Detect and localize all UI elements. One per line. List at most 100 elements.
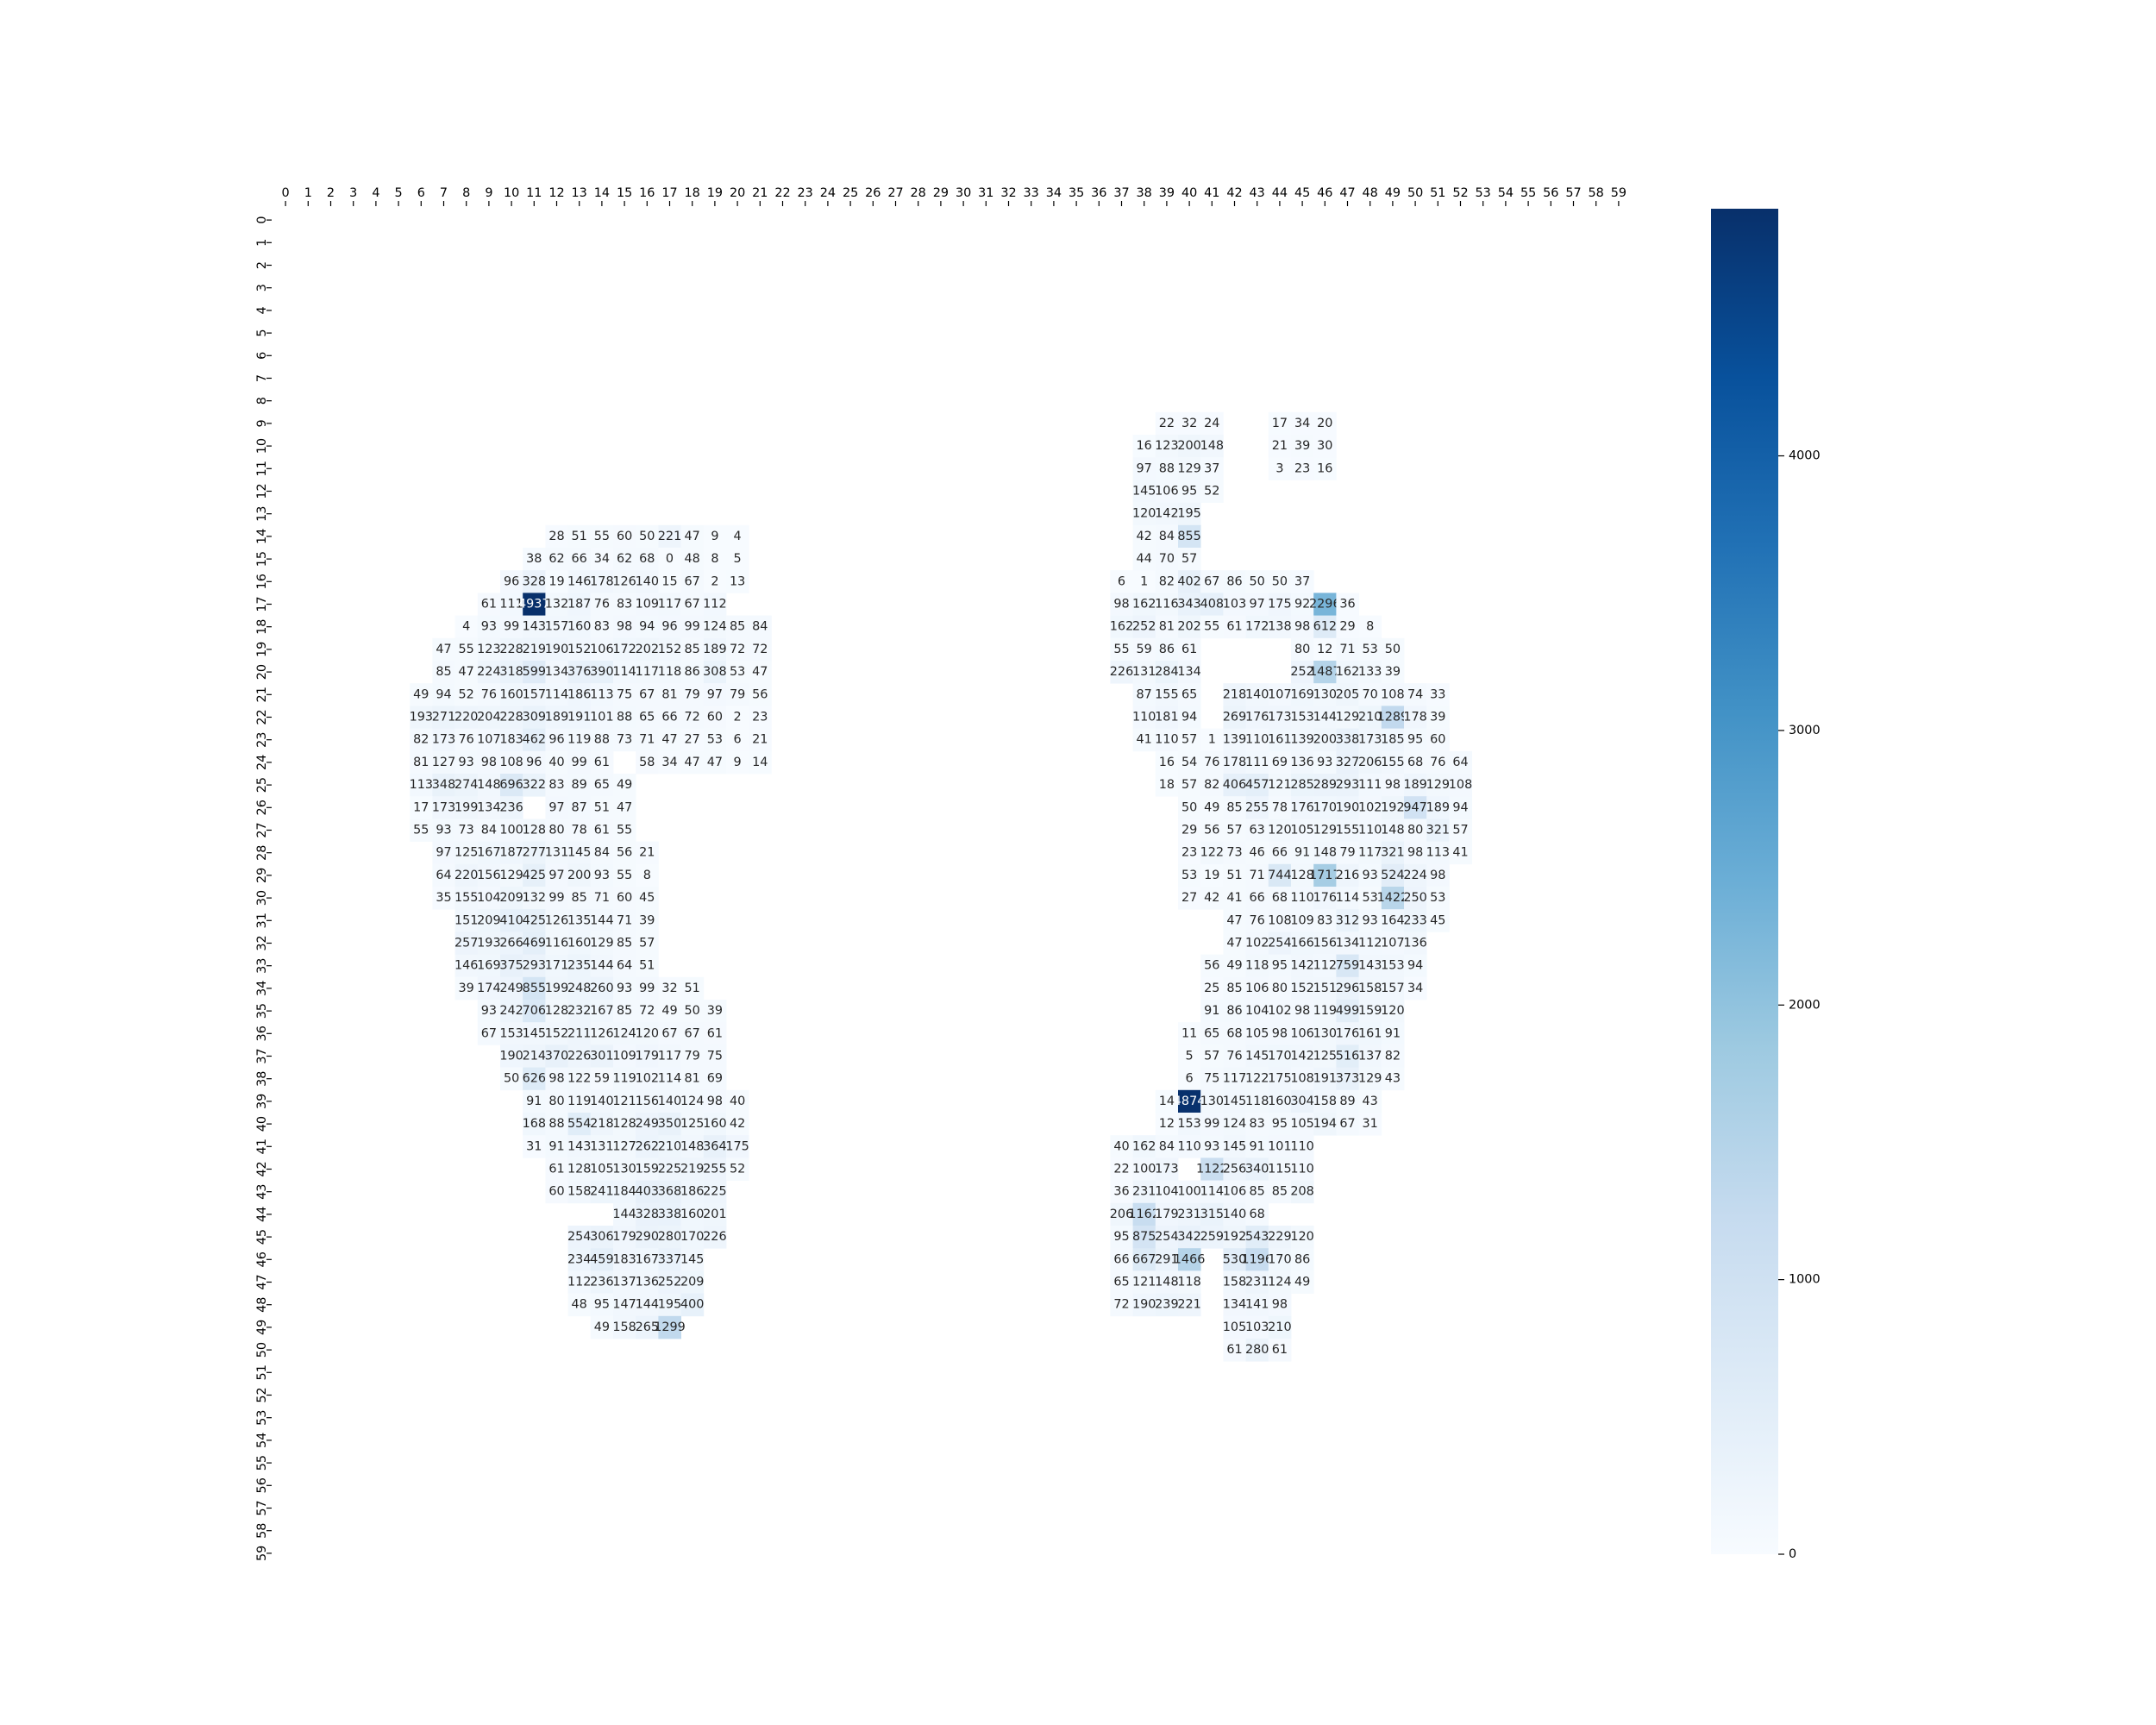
cell-value-label: 110 <box>1290 891 1313 905</box>
cell-value-label: 85 <box>436 665 451 679</box>
heatmap-cell <box>613 841 636 865</box>
cell-value-label: 328 <box>523 574 546 588</box>
heatmap-cell <box>1336 661 1359 684</box>
heatmap-cell <box>636 1022 659 1045</box>
cell-value-label: 76 <box>1250 913 1265 927</box>
heatmap-cell <box>567 728 592 752</box>
cell-value-label: 457 <box>1245 778 1269 792</box>
cell-value-label: 226 <box>1110 665 1133 679</box>
heatmap-cell <box>454 909 479 932</box>
cell-value-label: 231 <box>1177 1208 1200 1221</box>
heatmap-cell <box>1200 435 1224 458</box>
x-tick-label: 47 <box>1339 186 1355 200</box>
x-tick-label: 43 <box>1250 186 1265 200</box>
cell-value-label: 204 <box>477 711 500 724</box>
cell-value-label: 54 <box>1181 756 1197 769</box>
heatmap-cell <box>1200 863 1224 888</box>
cell-value-label: 155 <box>454 891 478 905</box>
heatmap-cell <box>590 887 614 910</box>
cell-value-label: 156 <box>477 869 500 882</box>
heatmap-cell <box>1178 661 1201 684</box>
cell-value-label: 5 <box>1186 1050 1194 1063</box>
heatmap-cell <box>590 863 614 888</box>
cell-value-label: 49 <box>413 687 429 701</box>
cell-value-label: 132 <box>523 891 546 905</box>
heatmap-cell <box>1291 637 1314 662</box>
heatmap-cell <box>590 1000 614 1023</box>
heatmap-cell <box>636 524 659 549</box>
heatmap-cell <box>1200 593 1224 616</box>
heatmap-cell <box>1291 819 1314 842</box>
y-axis: 0123456789101112131415161718192021222324… <box>255 216 272 1561</box>
cell-value-label: 176 <box>1290 800 1313 814</box>
cell-value-label: 160 <box>567 620 591 634</box>
cell-value-label: 124 <box>1268 1276 1291 1289</box>
cell-value-label: 131 <box>545 846 568 860</box>
cell-value-label: 403 <box>636 1185 659 1199</box>
cell-value-label: 93 <box>1204 1139 1219 1153</box>
cell-value-label: 57 <box>1226 824 1242 837</box>
cell-value-label: 208 <box>1290 1185 1313 1199</box>
heatmap-cell <box>500 637 523 662</box>
heatmap-cell <box>454 954 479 978</box>
heatmap-cell <box>1313 774 1337 797</box>
cell-value-label: 74 <box>1407 687 1423 701</box>
cell-value-label: 179 <box>636 1050 659 1063</box>
heatmap-cell <box>500 863 523 888</box>
cell-value-label: 343 <box>1177 598 1200 612</box>
cell-value-label: 110 <box>1245 733 1269 747</box>
cell-value-label: 229 <box>1268 1230 1291 1244</box>
heatmap-cell <box>567 796 592 819</box>
cell-value-label: 80 <box>548 1095 564 1108</box>
cell-value-label: 144 <box>636 1298 659 1312</box>
cell-value-label: 82 <box>1204 778 1219 792</box>
heatmap-cell <box>1132 615 1156 639</box>
cell-value-label: 221 <box>658 530 681 543</box>
heatmap-cell <box>567 909 592 932</box>
cell-value-label: 124 <box>680 1095 704 1108</box>
cell-value-label: 156 <box>636 1095 659 1108</box>
cell-value-label: 144 <box>590 959 613 973</box>
cell-value-label: 152 <box>1290 982 1313 995</box>
cell-value-label: 98 <box>1294 620 1310 634</box>
heatmap-cell <box>1155 683 1179 706</box>
cell-value-label: 9 <box>734 756 742 769</box>
cell-value-label: 151 <box>1313 982 1337 995</box>
cell-value-label: 158 <box>1358 982 1382 995</box>
heatmap-cell <box>1178 796 1201 819</box>
cell-value-label: 146 <box>567 574 591 588</box>
cell-value-label: 126 <box>545 913 568 927</box>
y-tick-label: 16 <box>255 574 269 589</box>
x-tick-label: 36 <box>1091 186 1106 200</box>
cell-value-label: 39 <box>707 1004 723 1018</box>
heatmap-cell <box>658 637 681 662</box>
heatmap-cell <box>1404 863 1427 888</box>
heatmap-cell <box>1358 841 1382 865</box>
heatmap-cell <box>1200 480 1224 503</box>
cell-value-label: 236 <box>590 1276 613 1289</box>
cell-value-label: 99 <box>1204 1117 1219 1131</box>
cell-value-label: 49 <box>1294 1276 1310 1289</box>
cell-value-label: 50 <box>1272 574 1288 588</box>
cell-value-label: 66 <box>661 711 677 724</box>
cell-value-label: 101 <box>1268 1139 1291 1153</box>
heatmap-cell <box>523 593 546 616</box>
heatmap-cell <box>1223 570 1246 593</box>
heatmap-cell <box>1313 796 1337 819</box>
y-tick-label: 6 <box>255 352 269 360</box>
cell-value-label: 110 <box>1290 1139 1313 1153</box>
heatmap-cell <box>1381 819 1405 842</box>
heatmap-cell <box>523 615 546 639</box>
heatmap-cell <box>454 750 479 775</box>
cell-value-label: 84 <box>1159 1139 1175 1153</box>
cell-value-label: 875 <box>1132 1230 1156 1244</box>
heatmap-cell <box>1336 683 1359 706</box>
heatmap-cell <box>454 841 479 865</box>
cell-value-label: 85 <box>1250 1185 1265 1199</box>
heatmap-cell <box>1178 887 1201 910</box>
cell-value-label: 304 <box>1290 1095 1313 1108</box>
heatmap-cell <box>1200 728 1224 752</box>
cell-value-label: 85 <box>1226 982 1242 995</box>
y-tick-label: 8 <box>255 397 269 405</box>
heatmap-cell <box>613 593 636 616</box>
